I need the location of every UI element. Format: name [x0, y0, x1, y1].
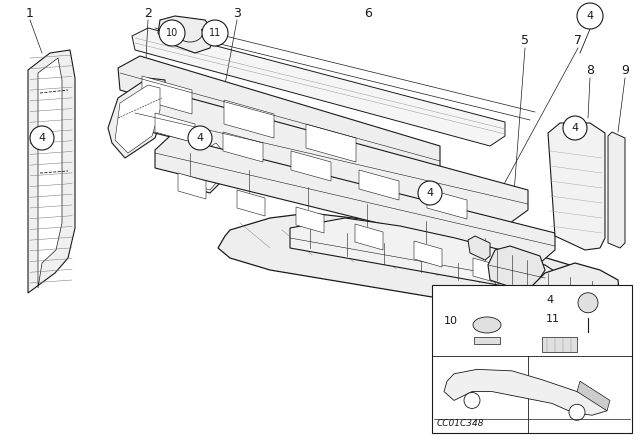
- Polygon shape: [530, 263, 620, 340]
- Circle shape: [202, 20, 228, 46]
- Circle shape: [569, 404, 585, 420]
- Text: 1: 1: [26, 7, 34, 20]
- Text: 4: 4: [572, 123, 579, 133]
- Polygon shape: [155, 113, 195, 143]
- Polygon shape: [108, 78, 165, 158]
- Polygon shape: [223, 132, 263, 162]
- Polygon shape: [155, 136, 555, 263]
- Polygon shape: [473, 258, 501, 284]
- Text: 4: 4: [546, 295, 553, 305]
- Text: 4: 4: [38, 133, 45, 143]
- Text: CC01C348: CC01C348: [437, 419, 484, 428]
- Text: 11: 11: [546, 314, 560, 324]
- Polygon shape: [291, 151, 331, 181]
- Polygon shape: [290, 218, 565, 296]
- Text: 10: 10: [444, 315, 458, 326]
- Polygon shape: [118, 56, 440, 178]
- Polygon shape: [427, 189, 467, 219]
- Polygon shape: [359, 170, 399, 200]
- Circle shape: [159, 20, 185, 46]
- Polygon shape: [224, 100, 274, 138]
- Polygon shape: [135, 90, 528, 223]
- Text: 6: 6: [364, 7, 372, 20]
- Text: 11: 11: [209, 28, 221, 38]
- Text: 8: 8: [586, 64, 594, 77]
- Polygon shape: [432, 285, 632, 433]
- Text: 3: 3: [233, 7, 241, 20]
- Circle shape: [418, 181, 442, 205]
- Polygon shape: [38, 58, 62, 288]
- Text: 4: 4: [196, 133, 204, 143]
- Polygon shape: [194, 143, 222, 190]
- Polygon shape: [548, 123, 605, 250]
- Text: 4: 4: [586, 11, 593, 21]
- Polygon shape: [142, 76, 192, 114]
- Text: 10: 10: [166, 28, 178, 38]
- Polygon shape: [192, 140, 225, 193]
- Text: 9: 9: [621, 64, 629, 77]
- Polygon shape: [444, 369, 607, 415]
- Circle shape: [577, 3, 603, 29]
- Polygon shape: [237, 190, 265, 216]
- Polygon shape: [468, 236, 490, 260]
- Text: 5: 5: [521, 34, 529, 47]
- Polygon shape: [542, 337, 577, 352]
- Circle shape: [464, 392, 480, 409]
- Polygon shape: [296, 207, 324, 233]
- Circle shape: [578, 293, 598, 313]
- Text: 4: 4: [426, 188, 433, 198]
- Polygon shape: [608, 132, 625, 248]
- Polygon shape: [115, 85, 160, 153]
- Polygon shape: [306, 124, 356, 162]
- Polygon shape: [577, 381, 610, 411]
- Circle shape: [188, 126, 212, 150]
- Polygon shape: [218, 213, 590, 318]
- Polygon shape: [132, 28, 505, 146]
- Text: 7: 7: [574, 34, 582, 47]
- Ellipse shape: [473, 317, 501, 333]
- Polygon shape: [355, 224, 383, 250]
- Text: 2: 2: [144, 7, 152, 20]
- Circle shape: [30, 126, 54, 150]
- Polygon shape: [28, 50, 75, 293]
- Polygon shape: [414, 241, 442, 267]
- Polygon shape: [158, 16, 215, 53]
- Polygon shape: [474, 337, 500, 344]
- Polygon shape: [488, 246, 545, 290]
- Polygon shape: [178, 173, 206, 199]
- Circle shape: [563, 116, 587, 140]
